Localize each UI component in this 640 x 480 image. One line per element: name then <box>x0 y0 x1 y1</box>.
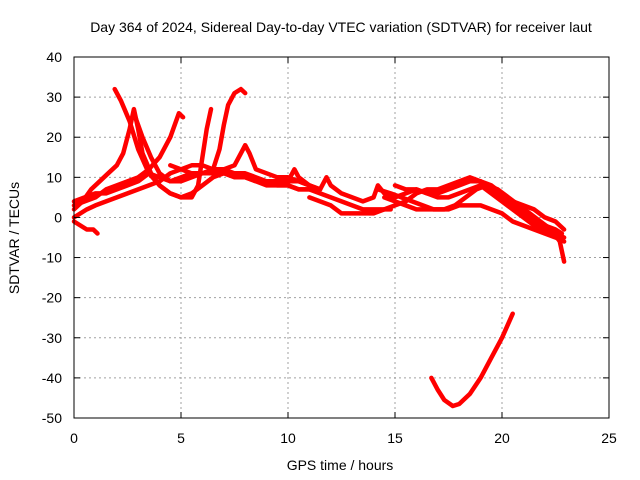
y-tick-label: 10 <box>46 169 62 185</box>
y-axis-label: SDTVAR / TECUs <box>6 182 22 294</box>
series-line-arc-8 <box>168 163 393 212</box>
x-axis-label: GPS time / hours <box>287 457 394 473</box>
y-tick-label: -20 <box>42 290 62 306</box>
x-tick-label: 15 <box>387 430 403 446</box>
series-line-arc-10 <box>307 175 567 232</box>
x-tick-label: 5 <box>177 430 185 446</box>
y-tick-label: 20 <box>46 129 62 145</box>
series-line-arc-13 <box>392 179 565 236</box>
plot-frame <box>73 56 610 419</box>
y-tick-label: -10 <box>42 250 62 266</box>
x-tick-label: 10 <box>280 430 296 446</box>
x-tick-label: 25 <box>601 430 617 446</box>
x-tick-label: 0 <box>70 430 78 446</box>
axis-layer: 0 5 10 15 20 25 -50 -40 -30 -20 -10 0 10 20 30 40 <box>42 49 617 446</box>
series-line-arc-3 <box>112 86 214 200</box>
grid-layer <box>74 57 609 418</box>
x-tick-label: 20 <box>494 430 510 446</box>
y-tick-label: -40 <box>42 370 62 386</box>
series-line-arc-2 <box>71 110 186 208</box>
chart-title: Day 364 of 2024, Sidereal Day-to-day VTE… <box>90 19 592 35</box>
y-tick-label: -30 <box>42 330 62 346</box>
y-tick-label: -50 <box>42 410 62 426</box>
y-tick-label: 30 <box>46 89 62 105</box>
series-line-arc-14 <box>429 311 515 409</box>
series-line-arc-6 <box>71 219 100 236</box>
series-line-arc-11 <box>382 195 567 244</box>
y-tick-label: 40 <box>46 49 62 65</box>
y-tick-label: 0 <box>54 209 62 225</box>
series-layer <box>71 86 567 409</box>
